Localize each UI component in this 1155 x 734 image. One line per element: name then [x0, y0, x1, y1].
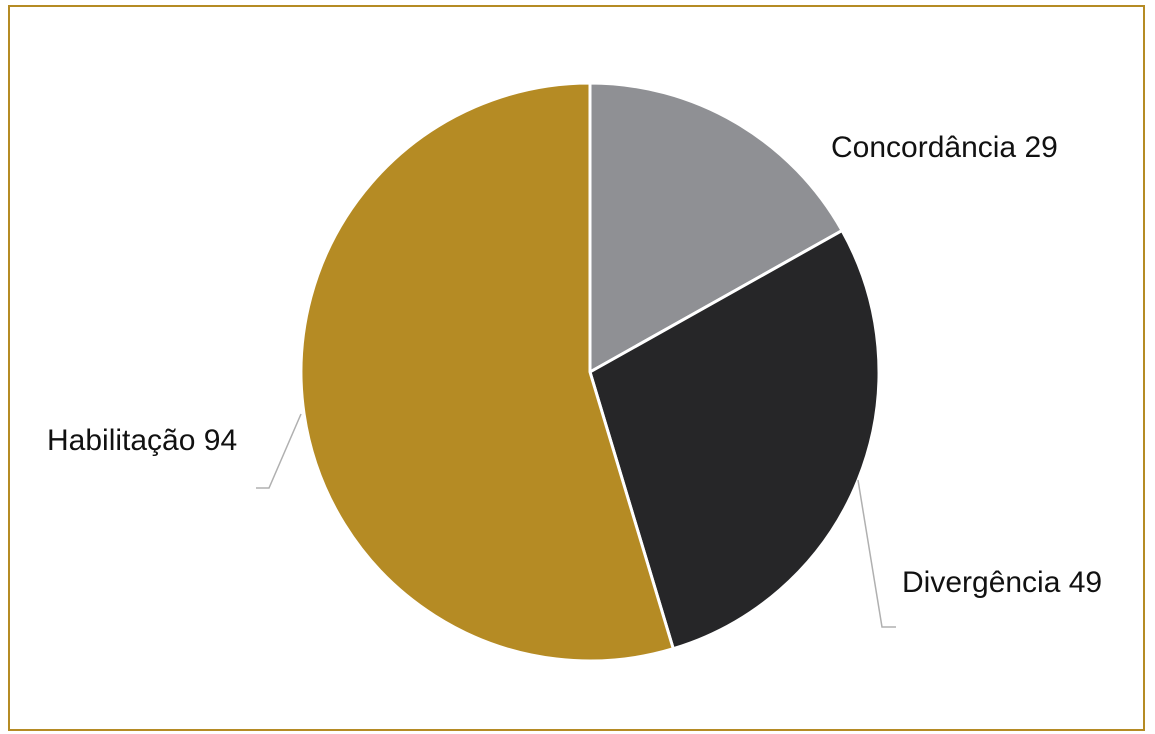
slice-label-habilitacao: Habilitação 94	[47, 424, 237, 457]
pie-slices	[299, 81, 881, 663]
slice-label-concordancia: Concordância 29	[831, 131, 1058, 164]
leader-lines	[256, 413, 896, 628]
pie-slice-concordancia	[588, 81, 844, 374]
leader-line-divergencia	[857, 479, 896, 628]
leader-line-habilitacao	[256, 413, 302, 489]
slice-labels: Concordância 29 Divergência 49 Habilitaç…	[47, 131, 1102, 599]
slice-label-divergencia: Divergência 49	[902, 566, 1102, 599]
pie-slice-habilitacao	[299, 81, 675, 663]
